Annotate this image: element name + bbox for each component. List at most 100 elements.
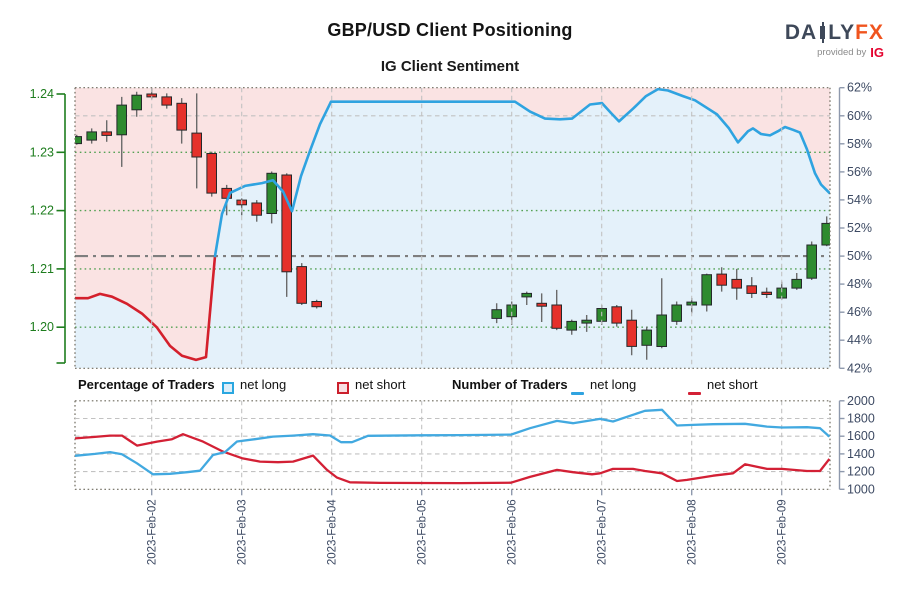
- price-axis-label: 1.24: [30, 87, 54, 101]
- candle-body-up: [806, 244, 818, 279]
- percent-axis-label: 60%: [847, 109, 872, 123]
- date-axis-label: 2023-Feb-09: [777, 499, 789, 565]
- candle: [551, 289, 563, 331]
- price-axis-label: 1.21: [30, 262, 54, 276]
- percent-axis-label: 62%: [847, 81, 872, 95]
- candle: [131, 91, 142, 117]
- candle-body-up: [656, 314, 668, 347]
- candle-body-down: [176, 102, 187, 131]
- candle: [521, 291, 533, 305]
- candle: [746, 277, 758, 298]
- fill-above-sentiment-line: [75, 87, 830, 360]
- candle-body-down: [281, 174, 292, 273]
- chart-subtitle: IG Client Sentiment: [380, 58, 520, 75]
- candle-body-up: [521, 292, 533, 298]
- candle: [731, 268, 743, 300]
- candle-body-up: [791, 278, 803, 289]
- candle: [656, 278, 668, 349]
- candle-body-up: [821, 222, 830, 246]
- candle-body-down: [761, 291, 773, 296]
- candle: [566, 319, 578, 335]
- percent-axis-label: 58%: [847, 137, 872, 151]
- candle-body-down: [731, 278, 743, 289]
- candle: [581, 315, 593, 332]
- percent-axis: 62% 60% 58% 56% 54% 52% 50% 48% 46% 44% 42%: [838, 81, 872, 375]
- ig-logo: IG: [870, 45, 884, 60]
- candle-body-up: [701, 274, 713, 306]
- candlestick-i-icon: [820, 22, 826, 43]
- candle: [536, 293, 548, 322]
- brand-text-fx: FX: [855, 21, 884, 44]
- candle: [296, 263, 307, 305]
- percentage-net-short-swatch-icon: [337, 378, 349, 398]
- candle-body-down: [101, 131, 113, 136]
- candle: [281, 173, 292, 297]
- date-axis-label: 2023-Feb-06: [507, 499, 519, 565]
- candle: [116, 96, 128, 167]
- percent-axis-label: 48%: [847, 277, 872, 291]
- fill-below-sentiment-line: [75, 89, 830, 369]
- percent-axis-label: 52%: [847, 221, 872, 235]
- count-axis-label: 1200: [847, 465, 875, 479]
- price-axis-label: 1.20: [30, 320, 54, 334]
- candle: [161, 93, 172, 109]
- candle-body-up: [131, 94, 142, 111]
- percent-axis-label: 54%: [847, 193, 872, 207]
- candle: [626, 309, 638, 356]
- candle-body-down: [536, 302, 548, 307]
- sentiment-net-long-majority-segment: [213, 87, 830, 258]
- price-axis-label: 1.22: [30, 204, 54, 218]
- legend-percentage-group-label: Percentage of Traders: [78, 376, 215, 392]
- number-net-short-dash-icon: [688, 383, 701, 403]
- count-axis-label: 1000: [847, 482, 875, 496]
- candle-body-up: [641, 329, 653, 346]
- candle-body-up: [566, 320, 578, 331]
- price-axis: 1.24 1.23 1.22 1.21 1.20: [30, 87, 66, 364]
- candle: [191, 93, 202, 189]
- candle: [491, 303, 502, 324]
- candle-body-up: [491, 309, 502, 319]
- percent-axis-label: 46%: [847, 305, 872, 319]
- candle: [761, 287, 773, 298]
- count-axis: 2000 1800 1600 1400 1200 1000: [838, 394, 875, 496]
- count-axis-label: 1600: [847, 429, 875, 443]
- candle-body-up: [116, 104, 128, 136]
- candle: [671, 301, 683, 325]
- count-axis-label: 2000: [847, 394, 875, 408]
- provided-by-text: provided by: [817, 46, 867, 58]
- legend-number-group-label: Number of Traders: [452, 376, 568, 392]
- dailyfx-logo: DA LY FX provided by IG: [785, 22, 884, 59]
- candle: [86, 128, 98, 144]
- sentiment-net-short-majority-segment: [75, 254, 217, 362]
- main-panel-border: [74, 87, 831, 369]
- candle-body-down: [626, 319, 638, 347]
- number-of-traders-chart: [74, 408, 831, 485]
- percentage-net-long-swatch-icon: [222, 378, 234, 398]
- candle-body-down: [716, 273, 728, 286]
- candle: [716, 267, 728, 292]
- number-net-long-dash-icon: [571, 383, 584, 403]
- brand-text-da: DA: [784, 21, 818, 44]
- candle: [176, 98, 187, 144]
- chart-legend: Percentage of Traders net long net short…: [0, 374, 900, 398]
- candle: [791, 273, 803, 290]
- candle-body-up: [581, 319, 593, 324]
- date-axis-label: 2023-Feb-07: [597, 499, 609, 565]
- legend-number-net-short-label: net short: [707, 376, 758, 392]
- legend-percentage-net-short-label: net short: [355, 376, 406, 392]
- candle: [821, 216, 830, 247]
- candle-body-up: [86, 131, 98, 141]
- date-axis: 2023-Feb-02 2023-Feb-03 2023-Feb-04 2023-Fe…: [147, 489, 789, 565]
- candle-body-down: [251, 202, 262, 216]
- percent-axis-label: 50%: [847, 249, 872, 263]
- candle: [611, 305, 623, 327]
- candle: [101, 120, 113, 142]
- date-axis-label: 2023-Feb-08: [687, 499, 699, 565]
- percent-axis-label: 42%: [847, 361, 872, 375]
- candle: [251, 200, 262, 222]
- net-short-count-line: [74, 433, 831, 485]
- candle-body-up: [75, 136, 83, 145]
- date-axis-label: 2023-Feb-04: [327, 499, 339, 565]
